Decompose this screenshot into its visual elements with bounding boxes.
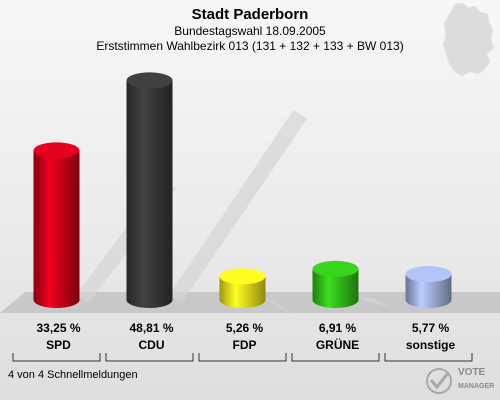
value-label-spd: 33,25 % xyxy=(36,321,80,335)
bar-shadow-cdu xyxy=(168,110,308,302)
germany-map-icon xyxy=(442,2,495,77)
category-axis xyxy=(12,353,473,362)
labels-layer: 33,25 % SPD 48,81 % CDU 5,26 % FDP 6,91 % GRÜNE… xyxy=(36,321,455,352)
value-label-fdp: 5,26 % xyxy=(226,321,264,335)
bar-body-spd xyxy=(33,150,80,308)
category-bracket-gr-ne xyxy=(291,353,380,362)
chart-title: Stadt Paderborn xyxy=(191,6,309,23)
bar-top-spd xyxy=(33,142,80,159)
bar-cdu xyxy=(126,72,173,308)
bar-top-fdp xyxy=(219,268,266,285)
category-bracket-spd xyxy=(12,353,101,362)
category-bracket-cdu xyxy=(105,353,194,362)
bars-layer xyxy=(33,72,480,315)
bar-top-gr-ne xyxy=(312,260,359,277)
bar-top-sonstige xyxy=(405,266,452,283)
category-label-gr-ne: GRÜNE xyxy=(316,337,359,352)
category-label-fdp: FDP xyxy=(233,338,257,352)
bar-body-fdp xyxy=(219,276,266,308)
category-bracket-sonstige xyxy=(384,353,473,362)
bar-sonstige xyxy=(405,266,452,308)
bar-shadow-gr-ne xyxy=(354,296,390,307)
bar-gr-ne xyxy=(312,260,359,308)
value-label-gr-ne: 6,91 % xyxy=(319,321,357,335)
value-label-sonstige: 5,77 % xyxy=(412,321,450,335)
logo-text-vote: VOTE xyxy=(458,367,486,378)
chart-subtitle-secondary: Erststimmen Wahlbezirk 013 (131 + 132 + … xyxy=(96,39,404,53)
vote-manager-logo-icon xyxy=(426,368,452,394)
category-label-sonstige: sonstige xyxy=(406,338,456,352)
footnote: 4 von 4 Schnellmeldungen xyxy=(8,369,138,381)
logo-text-manager: MANAGER xyxy=(458,383,495,390)
chart-subtitle: Bundestagswahl 18.09.2005 xyxy=(174,24,326,38)
bar-body-sonstige xyxy=(405,274,452,308)
bar-body-cdu xyxy=(126,80,173,308)
category-bracket-fdp xyxy=(198,353,287,362)
bar-spd xyxy=(33,142,80,308)
bar-body-gr-ne xyxy=(312,268,359,308)
category-label-cdu: CDU xyxy=(139,338,165,352)
bar-shadow-fdp xyxy=(261,296,293,315)
category-label-spd: SPD xyxy=(46,338,71,352)
value-label-cdu: 48,81 % xyxy=(129,321,173,335)
bar-top-cdu xyxy=(126,72,173,89)
bar-fdp xyxy=(219,268,266,308)
